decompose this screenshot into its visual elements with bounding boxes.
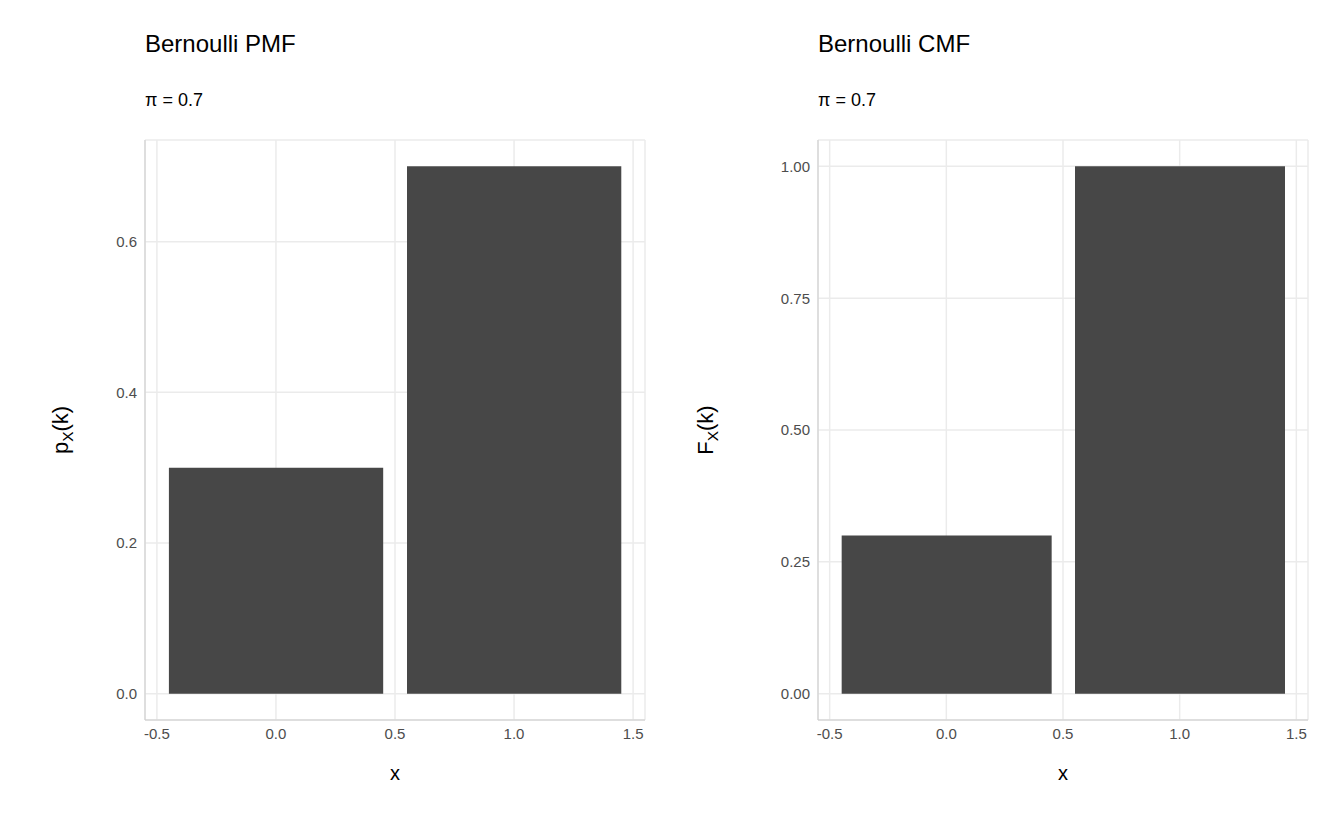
svg-text:0.0: 0.0 <box>266 725 287 742</box>
svg-text:0.0: 0.0 <box>116 685 137 702</box>
html-text:Bernoulli PMF: Bernoulli PMF <box>145 30 296 57</box>
svg-text:-0.5: -0.5 <box>817 725 843 742</box>
html-text:F: F <box>693 441 718 455</box>
svg-text:0.6: 0.6 <box>116 233 137 250</box>
svg-text:1.00: 1.00 <box>781 158 810 175</box>
html-text:π = 0.7: π = 0.7 <box>818 90 876 110</box>
svg-text:0.4: 0.4 <box>116 384 137 401</box>
html-text:p: p <box>48 441 73 455</box>
html-text:(k): (k) <box>48 405 73 432</box>
html-text:π = 0.7: π = 0.7 <box>145 90 203 110</box>
svg-text:-0.5: -0.5 <box>144 725 170 742</box>
svg-text:0.2: 0.2 <box>116 534 137 551</box>
svg-text:1.0: 1.0 <box>1169 725 1190 742</box>
html-text:x: x <box>390 762 400 784</box>
svg-text:0.00: 0.00 <box>781 685 810 702</box>
svg-text:0.25: 0.25 <box>781 553 810 570</box>
svg-text:1.0: 1.0 <box>504 725 525 742</box>
html-text:X: X <box>59 431 77 442</box>
html-text:(k): (k) <box>693 405 718 431</box>
svg-text:0.5: 0.5 <box>385 725 406 742</box>
svg-text:0.75: 0.75 <box>781 290 810 307</box>
svg-text:0.0: 0.0 <box>936 725 957 742</box>
svg-text:0.50: 0.50 <box>781 421 810 438</box>
html-text:X: X <box>704 431 722 442</box>
html-text:x: x <box>1058 762 1068 784</box>
svg-text:0.5: 0.5 <box>1053 725 1074 742</box>
svg-text:1.5: 1.5 <box>1286 725 1307 742</box>
svg-text:1.5: 1.5 <box>623 725 644 742</box>
html-text:Bernoulli CMF: Bernoulli CMF <box>818 30 970 57</box>
